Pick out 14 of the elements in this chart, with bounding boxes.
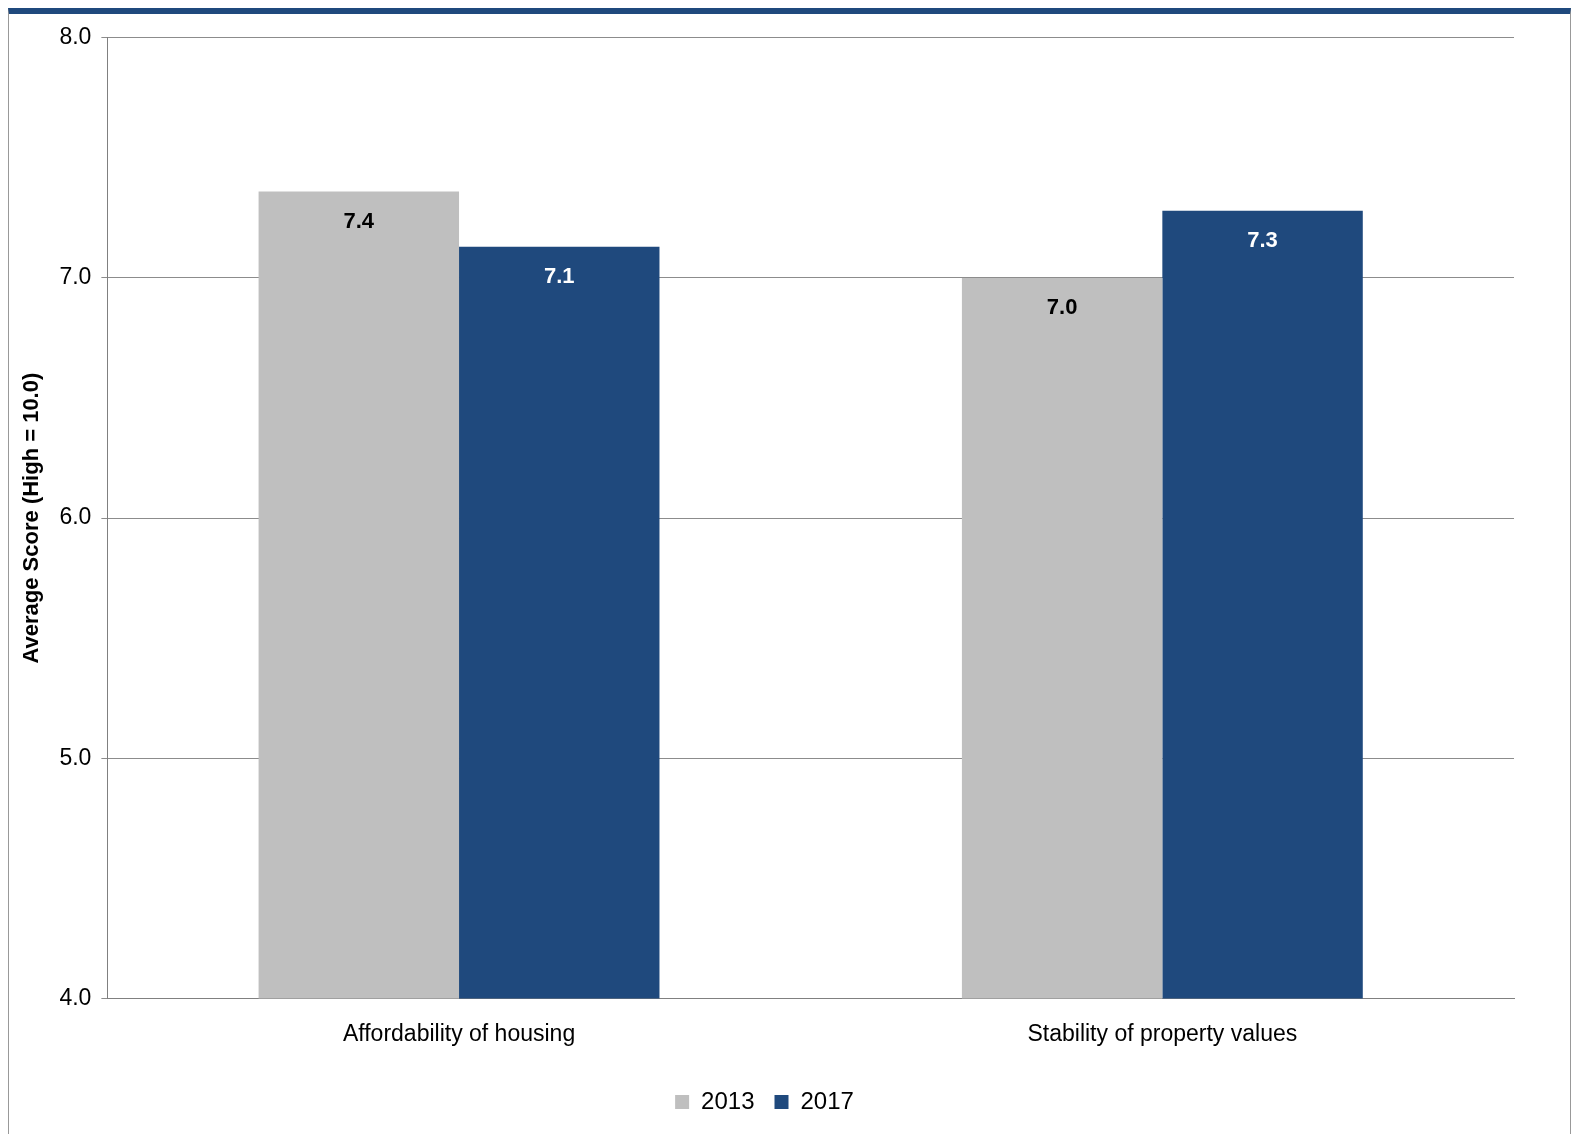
y-tick-label: 5.0 <box>59 743 92 770</box>
data-label: 7.4 <box>343 207 375 233</box>
y-tick-label: 6.0 <box>59 503 92 530</box>
legend-label: 2017 <box>800 1086 854 1114</box>
data-label: 7.1 <box>543 262 575 288</box>
y-tick-label: 8.0 <box>59 23 92 50</box>
y-axis-title: Average Score (High = 10.0) <box>18 372 44 664</box>
legend-label: 2013 <box>701 1086 755 1114</box>
data-label: 7.0 <box>1046 294 1078 320</box>
x-tick-label: Stability of property values <box>1027 1019 1298 1046</box>
y-tick-label: 4.0 <box>59 983 92 1010</box>
y-tick-label: 7.0 <box>59 263 92 290</box>
data-label: 7.3 <box>1247 226 1278 252</box>
x-tick-label: Affordability of housing <box>342 1019 576 1046</box>
